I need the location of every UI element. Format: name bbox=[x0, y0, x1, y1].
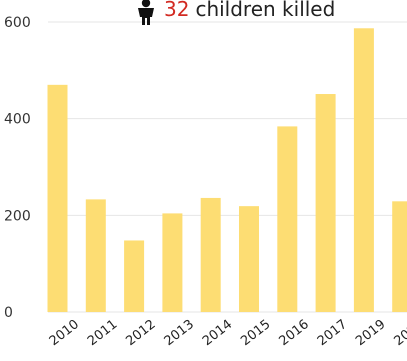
header-text: 32 children killed bbox=[164, 0, 335, 21]
bar-2013 bbox=[162, 213, 183, 312]
bar-2014 bbox=[200, 197, 221, 312]
grid-lines bbox=[48, 21, 407, 313]
x-tick-label-2020: 2020 bbox=[391, 317, 407, 349]
x-tick-label-2010: 2010 bbox=[47, 317, 82, 349]
bar-2019 bbox=[353, 28, 374, 313]
bar-2011 bbox=[85, 199, 106, 312]
x-tick-label-2019: 2019 bbox=[353, 317, 388, 349]
y-tick-label: 200 bbox=[4, 208, 31, 224]
y-tick-label: 0 bbox=[4, 305, 13, 321]
y-tick-label: 400 bbox=[4, 112, 31, 128]
bar-2020 bbox=[392, 201, 407, 312]
bar-2010 bbox=[47, 84, 68, 312]
x-tick-label-2016: 2016 bbox=[277, 317, 312, 349]
child-silhouette-icon bbox=[138, 0, 154, 25]
x-tick-label-2015: 2015 bbox=[238, 317, 273, 349]
x-tick-label-2017: 2017 bbox=[315, 317, 350, 349]
children-killed-count: 32 bbox=[164, 0, 189, 21]
x-tick-label-2011: 2011 bbox=[85, 317, 120, 349]
bars bbox=[47, 28, 407, 313]
bar-2012 bbox=[124, 240, 145, 312]
x-tick-label-2014: 2014 bbox=[200, 317, 235, 349]
chart-header: 32 children killed bbox=[138, 0, 335, 25]
x-tick-label-2013: 2013 bbox=[162, 317, 197, 349]
y-tick-label: 600 bbox=[4, 15, 31, 31]
x-tick-label-2012: 2012 bbox=[123, 317, 158, 349]
y-axis-ticks: 0 200 400 600 bbox=[4, 15, 31, 321]
bar-2015 bbox=[239, 206, 259, 312]
bar-2017 bbox=[315, 94, 336, 313]
children-killed-label: children killed bbox=[195, 0, 335, 21]
x-axis-ticks: 2010 2011 2012 2013 2014 2015 2016 2017 2019 2020 bbox=[47, 317, 407, 349]
bar-2016 bbox=[277, 126, 298, 313]
